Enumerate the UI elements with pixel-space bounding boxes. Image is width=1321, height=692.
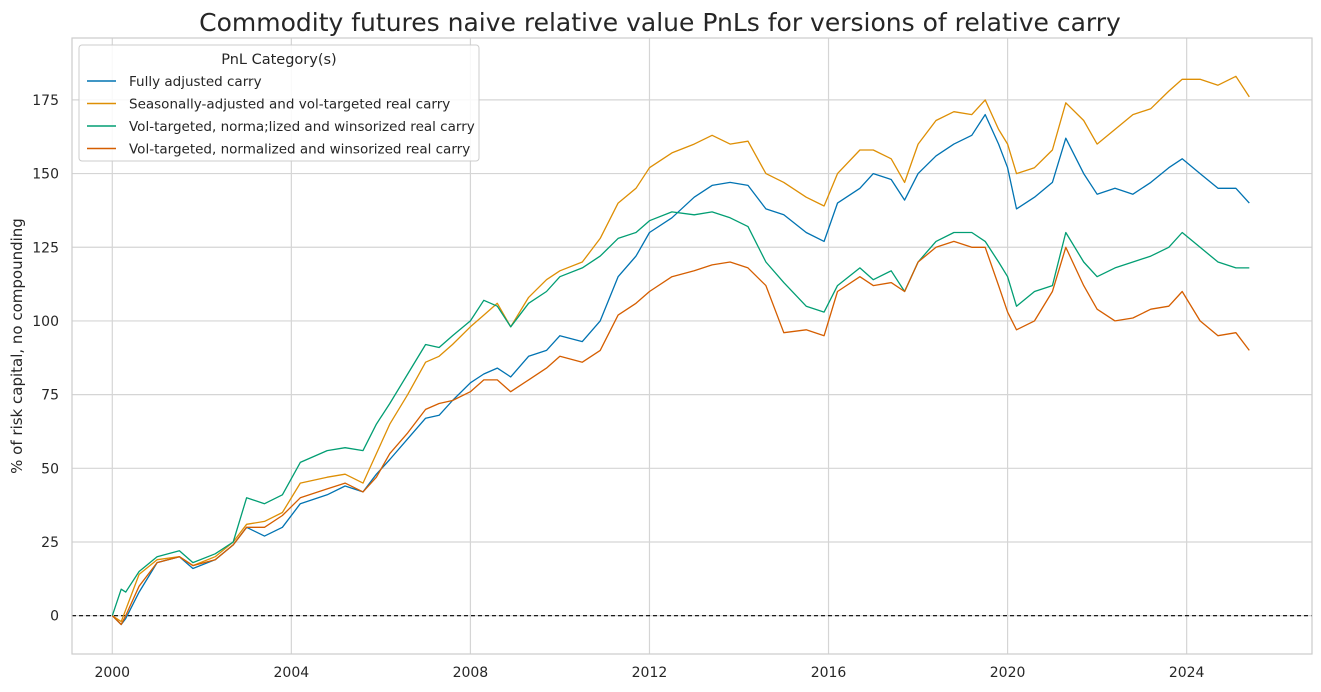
series-line-2: [111, 75, 1250, 623]
x-tick-label: 2012: [632, 665, 668, 681]
y-tick-label: 0: [50, 609, 59, 625]
legend-items: Fully adjusted carry Seasonally-adjusted …: [87, 74, 475, 158]
legend-title: PnL Category(s): [221, 52, 336, 68]
y-axis-ticks: 0 25 50 75 100 125 150 175: [32, 93, 59, 625]
legend-entry-label: Vol-targeted, norma;lized and winsorized…: [129, 119, 475, 135]
y-tick-label: 150: [32, 167, 59, 183]
y-tick-label: 75: [41, 388, 59, 404]
y-tick-label: 100: [32, 314, 59, 330]
series-line-1: [111, 113, 1250, 626]
x-tick-label: 2024: [1169, 665, 1205, 681]
x-tick-label: 2000: [94, 665, 130, 681]
y-axis-label: % of risk capital, no compounding: [8, 218, 26, 474]
x-tick-label: 2016: [811, 665, 847, 681]
legend-entry-label: Fully adjusted carry: [129, 74, 262, 90]
x-tick-label: 2004: [274, 665, 310, 681]
plot-frame: [71, 37, 1313, 655]
legend-entry-label: Vol-targeted, normalized and winsorized …: [129, 142, 470, 158]
chart-title: Commodity futures naive relative value P…: [199, 8, 1121, 37]
y-tick-label: 125: [32, 240, 59, 256]
x-tick-label: 2020: [990, 665, 1026, 681]
y-tick-label: 25: [41, 535, 59, 551]
legend: PnL Category(s) Fully adjusted carry Seas…: [78, 44, 480, 162]
y-tick-label: 50: [41, 461, 59, 477]
series-layer: [111, 75, 1250, 626]
series-line-4: [111, 240, 1250, 626]
y-tick-label: 175: [32, 93, 59, 109]
legend-entry-label: Seasonally-adjusted and vol-targeted rea…: [129, 97, 450, 113]
x-axis-ticks: 2000 2004 2008 2012 2016 2020 2024: [94, 665, 1204, 681]
series-line-3: [111, 211, 1250, 616]
x-tick-label: 2008: [453, 665, 489, 681]
legend-box: [78, 44, 480, 162]
